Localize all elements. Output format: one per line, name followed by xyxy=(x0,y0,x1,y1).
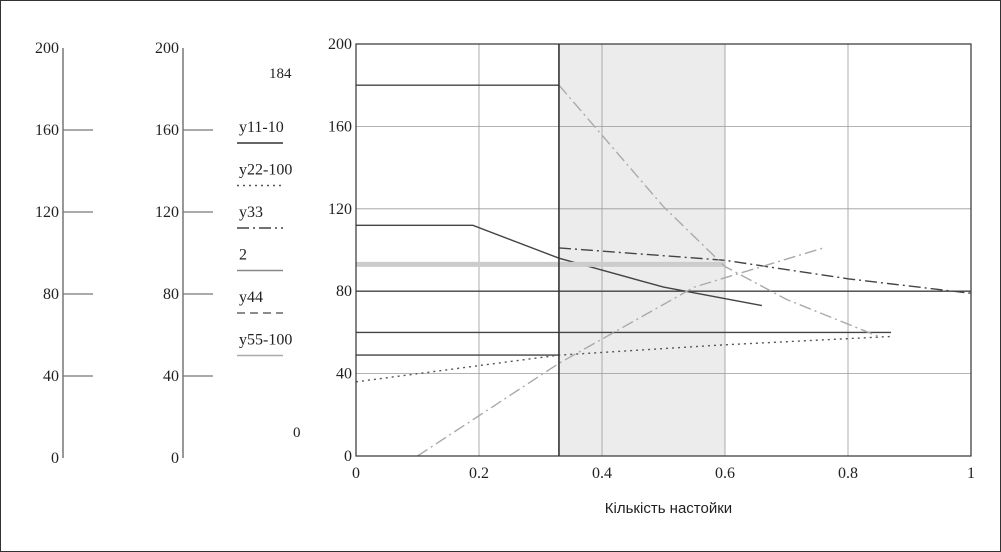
x-tick-label: 0.6 xyxy=(715,465,735,482)
side-axis-tick-label: 80 xyxy=(43,286,59,303)
tick-labels: 0 0.2 0.4 0.6 0.8 1 0 40 80 120 160 200 xyxy=(328,36,975,482)
x-tick-label: 0.4 xyxy=(592,465,612,482)
plot-area xyxy=(355,43,972,457)
legend-label: y33 xyxy=(239,204,263,221)
side-axes: 200 160 120 80 40 0 200 160 120 80 40 0 xyxy=(35,40,213,467)
legend-label: y22-100 xyxy=(239,162,292,179)
side-axis-tick-label: 40 xyxy=(163,368,179,385)
side-axis-tick-label: 0 xyxy=(51,450,59,467)
side-axis-tick-label: 80 xyxy=(163,286,179,303)
legend-label: y55-100 xyxy=(239,332,292,349)
marker-label-top: 184 xyxy=(269,66,292,82)
series-line-7 xyxy=(558,247,972,294)
x-tick-label: 0 xyxy=(352,465,360,482)
marker-label-bottom: 0 xyxy=(293,425,301,441)
y-tick-label: 200 xyxy=(328,36,352,53)
side-axis-tick-label: 200 xyxy=(35,40,59,57)
x-axis-label: Кількість настойки xyxy=(605,500,732,517)
x-tick-label: 0.8 xyxy=(838,465,858,482)
legend-label: y11-10 xyxy=(239,119,284,136)
side-axis-tick-label: 0 xyxy=(171,450,179,467)
legend-label: 2 xyxy=(239,247,247,264)
side-axis-tick-label: 40 xyxy=(43,368,59,385)
series-line-10 xyxy=(417,247,824,457)
y-tick-label: 160 xyxy=(328,118,352,135)
series-lines xyxy=(355,84,972,457)
y-tick-label: 80 xyxy=(336,283,352,300)
legend-label: y44 xyxy=(239,289,263,306)
y-tick-label: 120 xyxy=(328,201,352,218)
y-tick-label: 40 xyxy=(336,366,352,383)
x-tick-label: 0.2 xyxy=(469,465,489,482)
series-line-9 xyxy=(558,84,880,338)
plot-border xyxy=(355,43,972,457)
side-axis-tick-label: 160 xyxy=(155,122,179,139)
side-axis-tick-label: 120 xyxy=(155,204,179,221)
legend: y11-10 y22-100 y33 2 y44 y55-100 xyxy=(237,119,292,357)
side-axis-tick-label: 120 xyxy=(35,204,59,221)
series-line-6 xyxy=(355,335,892,383)
y-tick-label: 0 xyxy=(344,448,352,465)
side-axis-tick-label: 160 xyxy=(35,122,59,139)
x-tick-label: 1 xyxy=(967,465,975,482)
side-axis-tick-label: 200 xyxy=(155,40,179,57)
